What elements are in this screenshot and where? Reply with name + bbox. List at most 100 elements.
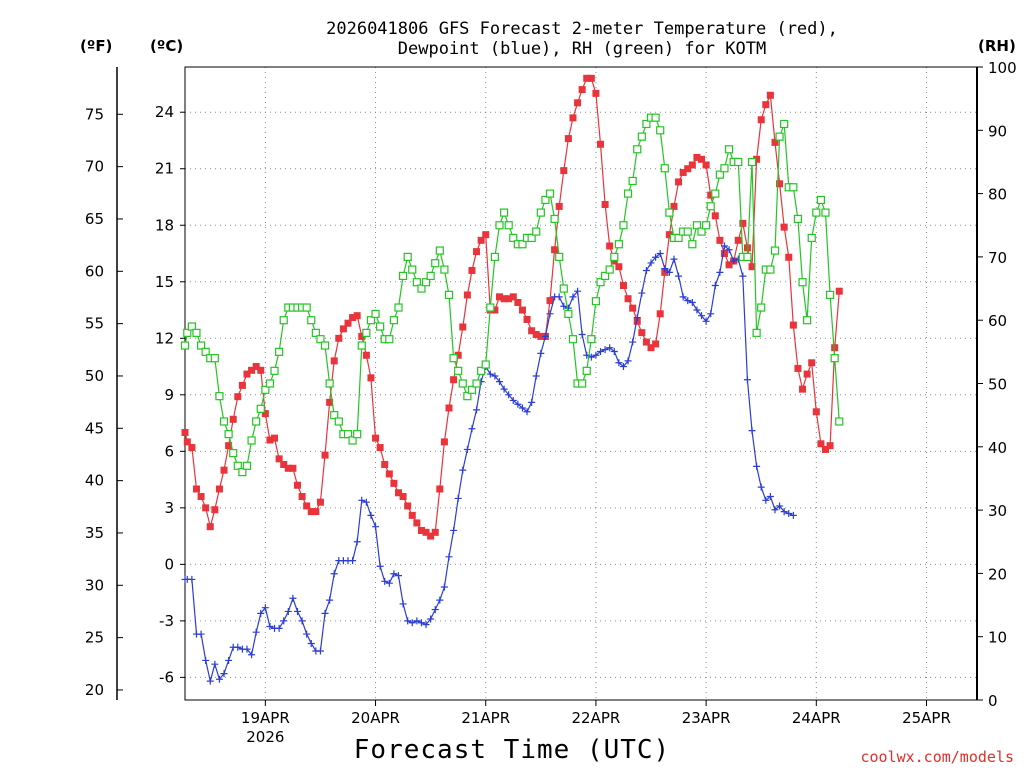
temperature-point — [280, 461, 288, 469]
dewpoint-point — [574, 287, 582, 295]
relative-humidity-point — [770, 246, 780, 255]
relative-humidity-point — [320, 341, 330, 350]
series-layer — [180, 74, 844, 685]
relative-humidity-point — [688, 240, 697, 249]
dewpoint-point — [707, 310, 715, 318]
temperature-point — [427, 532, 435, 540]
fahrenheit-unit-label: (ºF) — [80, 37, 112, 55]
relative-humidity-point — [715, 170, 724, 179]
rh-tick-label: 70 — [988, 249, 1007, 267]
dewpoint-point — [440, 583, 448, 591]
relative-humidity-point — [550, 214, 559, 224]
dewpoint-point — [243, 645, 251, 653]
relative-humidity-point — [238, 468, 247, 477]
x-tick-label: 25APR — [902, 709, 951, 727]
dewpoint-point — [679, 293, 687, 301]
dewpoint-point — [211, 660, 219, 668]
rh-tick-label: 10 — [988, 629, 1007, 647]
dewpoint-point — [202, 656, 210, 664]
temperature-point — [766, 91, 774, 99]
dewpoint-point — [330, 570, 338, 578]
rh-tick-label: 60 — [988, 312, 1007, 330]
dewpoint-point — [606, 344, 614, 352]
dewpoint-point — [716, 268, 724, 276]
dewpoint-point — [417, 619, 425, 627]
dewpoint-point — [624, 357, 632, 365]
relative-humidity-point — [201, 347, 210, 356]
temperature-point — [372, 434, 380, 442]
temperature-point — [266, 436, 274, 444]
temperature-point — [202, 504, 210, 512]
temperature-point — [404, 502, 412, 510]
temperature-point — [619, 282, 627, 290]
temperature-point — [385, 470, 393, 478]
temperature-point — [454, 351, 462, 359]
temperature-point — [601, 201, 609, 209]
dewpoint-point — [711, 282, 719, 290]
dewpoint-point — [486, 370, 494, 378]
dewpoint-point — [509, 396, 517, 404]
relative-humidity-point — [578, 379, 587, 388]
relative-humidity-point — [628, 176, 637, 186]
temperature-point — [564, 135, 572, 143]
relative-humidity-point — [596, 278, 605, 287]
temperature-point — [422, 528, 430, 536]
dewpoint-point — [496, 378, 504, 386]
dewpoint-point — [427, 615, 435, 623]
dewpoint-point — [569, 293, 577, 301]
fahrenheit-tick-label: 45 — [85, 419, 104, 437]
relative-humidity-point — [481, 360, 490, 369]
relative-humidity-point — [210, 354, 219, 363]
relative-humidity-point — [683, 227, 692, 236]
temperature-point — [725, 261, 733, 269]
temperature-point — [592, 89, 600, 97]
temperature-point — [606, 242, 614, 250]
dewpoint-point — [771, 506, 779, 514]
fahrenheit-tick-label: 55 — [85, 315, 104, 333]
relative-humidity-point — [187, 322, 196, 331]
dewpoint-point — [413, 617, 421, 625]
relative-humidity-point — [192, 328, 201, 337]
dewpoint-point — [289, 594, 297, 602]
fahrenheit-tick-label: 35 — [85, 524, 104, 542]
fahrenheit-tick-label: 50 — [85, 367, 104, 385]
temperature-point — [684, 165, 692, 173]
relative-humidity-point — [775, 132, 784, 141]
temperature-point — [225, 442, 233, 450]
temperature-point — [261, 410, 269, 418]
temperature-point — [776, 180, 784, 188]
dewpoint-point — [555, 293, 563, 301]
temperature-point — [482, 231, 490, 239]
relative-humidity-point — [330, 411, 339, 420]
temperature-point — [514, 298, 522, 306]
dewpoint-point — [601, 346, 609, 354]
relative-humidity-point — [504, 221, 513, 230]
temperature-point — [463, 291, 471, 299]
celsius-tick-label: 24 — [155, 103, 174, 121]
relative-humidity-point — [660, 164, 669, 173]
temperature-point — [532, 331, 540, 339]
relative-humidity-point — [812, 208, 821, 217]
relative-humidity-point — [449, 354, 458, 363]
temperature-point — [459, 323, 467, 331]
temperature-point — [316, 498, 324, 506]
x-tick-sublabel: 2026 — [246, 728, 284, 746]
celsius-tick-label: 3 — [164, 499, 174, 517]
dewpoint-point — [661, 265, 669, 273]
x-tick-label: 20APR — [351, 709, 400, 727]
temperature-point — [785, 253, 793, 261]
temperature-point — [326, 398, 334, 406]
relative-humidity-point — [233, 461, 242, 470]
relative-humidity-point — [536, 208, 545, 217]
temperature-point — [670, 202, 678, 210]
dewpoint-point — [546, 310, 554, 318]
relative-humidity-point — [752, 328, 761, 337]
axes: -6 -3 0 3 6 9 12 15 18 21 24 20 25 30 35 40 45 50 55 60 65 70… — [85, 59, 1017, 746]
temperature-point — [321, 451, 329, 459]
temperature-point — [344, 319, 352, 327]
dewpoint-point — [688, 298, 696, 306]
temperature-point — [638, 329, 646, 337]
relative-humidity-point — [601, 271, 610, 280]
dewpoint-point — [730, 257, 738, 265]
